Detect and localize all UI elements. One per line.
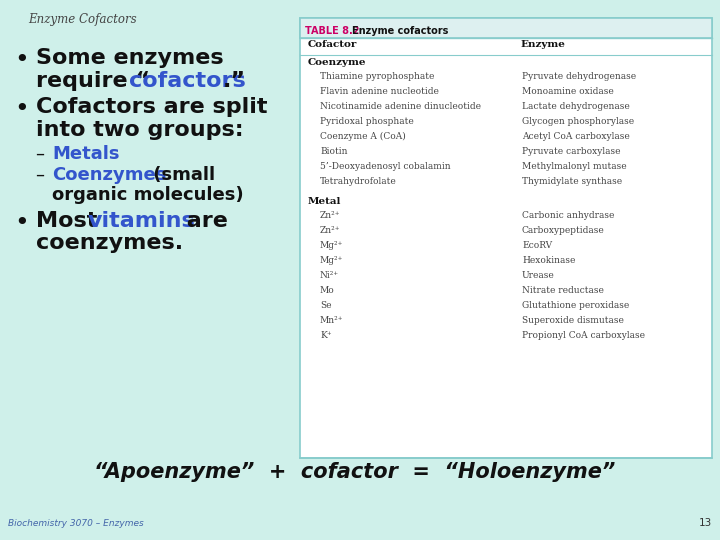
Text: Mn²⁺: Mn²⁺ <box>320 316 343 325</box>
Text: Monoamine oxidase: Monoamine oxidase <box>522 87 613 96</box>
Text: Pyridoxal phosphate: Pyridoxal phosphate <box>320 117 414 126</box>
Text: Most: Most <box>36 211 105 231</box>
Text: Thiamine pyrophosphate: Thiamine pyrophosphate <box>320 72 434 81</box>
Text: •: • <box>14 48 29 72</box>
Text: Coenzymes: Coenzymes <box>52 166 166 184</box>
Text: Hexokinase: Hexokinase <box>522 256 575 265</box>
Text: Cofactor: Cofactor <box>308 40 357 49</box>
Text: Methylmalonyl mutase: Methylmalonyl mutase <box>522 162 626 171</box>
Text: Some enzymes: Some enzymes <box>36 48 224 68</box>
Text: Enzyme cofactors: Enzyme cofactors <box>352 26 449 36</box>
Text: TABLE 8.2: TABLE 8.2 <box>305 26 359 36</box>
Text: Urease: Urease <box>522 271 554 280</box>
Text: 13: 13 <box>698 518 712 528</box>
Text: Coenzyme: Coenzyme <box>308 58 366 67</box>
Text: •: • <box>14 211 29 235</box>
Text: Glutathione peroxidase: Glutathione peroxidase <box>522 301 629 310</box>
Text: Thymidylate synthase: Thymidylate synthase <box>522 177 622 186</box>
Text: Enzyme: Enzyme <box>520 40 565 49</box>
Text: Metal: Metal <box>308 197 341 206</box>
FancyBboxPatch shape <box>300 18 712 38</box>
Text: vitamins: vitamins <box>88 211 196 231</box>
Text: “Apoenzyme”  +  cofactor  =  “Holoenzyme”: “Apoenzyme” + cofactor = “Holoenzyme” <box>94 462 616 482</box>
Text: Nitrate reductase: Nitrate reductase <box>522 286 604 295</box>
Text: Acetyl CoA carboxylase: Acetyl CoA carboxylase <box>522 132 630 141</box>
Text: Mg²⁺: Mg²⁺ <box>320 241 343 250</box>
Text: Cofactors are split: Cofactors are split <box>36 97 268 117</box>
Text: –: – <box>36 166 50 184</box>
Text: into two groups:: into two groups: <box>36 120 243 140</box>
Text: Nicotinamide adenine dinucleotide: Nicotinamide adenine dinucleotide <box>320 102 481 111</box>
Text: EcoRV: EcoRV <box>522 241 552 250</box>
FancyBboxPatch shape <box>300 18 712 458</box>
Text: (small: (small <box>147 166 215 184</box>
Text: Ni²⁺: Ni²⁺ <box>320 271 339 280</box>
Text: –: – <box>36 145 50 163</box>
Text: Carboxypeptidase: Carboxypeptidase <box>522 226 605 235</box>
Text: .”: .” <box>223 71 246 91</box>
Text: K⁺: K⁺ <box>320 331 332 340</box>
Text: 5’-Deoxyadenosyl cobalamin: 5’-Deoxyadenosyl cobalamin <box>320 162 451 171</box>
Text: coenzymes.: coenzymes. <box>36 233 183 253</box>
Text: Glycogen phosphorylase: Glycogen phosphorylase <box>522 117 634 126</box>
Text: Pyruvate carboxylase: Pyruvate carboxylase <box>522 147 621 156</box>
Text: Biochemistry 3070 – Enzymes: Biochemistry 3070 – Enzymes <box>8 519 144 528</box>
Text: Tetrahydrofolate: Tetrahydrofolate <box>320 177 397 186</box>
Text: cofactors: cofactors <box>129 71 246 91</box>
Text: Mo: Mo <box>320 286 335 295</box>
Text: Flavin adenine nucleotide: Flavin adenine nucleotide <box>320 87 439 96</box>
Text: are: are <box>179 211 228 231</box>
Text: Zn²⁺: Zn²⁺ <box>320 211 341 220</box>
Text: Metals: Metals <box>52 145 120 163</box>
Text: Lactate dehydrogenase: Lactate dehydrogenase <box>522 102 630 111</box>
Text: •: • <box>14 97 29 121</box>
Text: Zn²⁺: Zn²⁺ <box>320 226 341 235</box>
Text: organic molecules): organic molecules) <box>52 186 243 204</box>
Text: require “: require “ <box>36 71 150 91</box>
Text: Se: Se <box>320 301 331 310</box>
Text: Pyruvate dehydrogenase: Pyruvate dehydrogenase <box>522 72 636 81</box>
Text: Superoxide dismutase: Superoxide dismutase <box>522 316 624 325</box>
Text: Propionyl CoA carboxylase: Propionyl CoA carboxylase <box>522 331 645 340</box>
Text: Biotin: Biotin <box>320 147 348 156</box>
Text: Enzyme Cofactors: Enzyme Cofactors <box>28 13 137 26</box>
Text: Coenzyme A (CoA): Coenzyme A (CoA) <box>320 132 406 141</box>
Text: Carbonic anhydrase: Carbonic anhydrase <box>522 211 614 220</box>
Text: Mg²⁺: Mg²⁺ <box>320 256 343 265</box>
